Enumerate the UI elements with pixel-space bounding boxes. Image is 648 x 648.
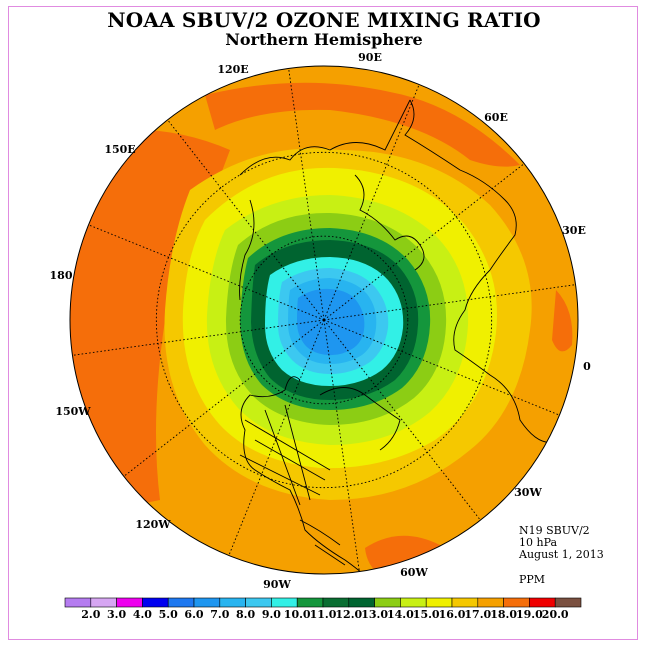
coast-chukotka bbox=[239, 199, 255, 301]
latitude-circle bbox=[239, 235, 409, 405]
colorbar-tick-label: 4.0 bbox=[133, 608, 152, 621]
plot-frame bbox=[8, 6, 638, 640]
colorbar-tick-label: 16.0 bbox=[439, 608, 466, 621]
colorbar-swatch bbox=[90, 597, 117, 608]
coast-europe-africa bbox=[453, 269, 561, 443]
coast-siberia bbox=[354, 174, 425, 271]
units-label: PPM bbox=[519, 573, 546, 586]
colorbar-swatch bbox=[503, 597, 530, 608]
colorbar-swatch bbox=[477, 597, 504, 608]
colorbar-swatch bbox=[348, 597, 375, 608]
colorbar-swatch bbox=[245, 597, 272, 608]
page-title: NOAA SBUV/2 OZONE MIXING RATIO bbox=[107, 8, 541, 32]
meridian-line bbox=[323, 84, 420, 321]
colorbar-tick-label: 17.0 bbox=[464, 608, 491, 621]
colorbar-tick-label: 5.0 bbox=[159, 608, 178, 621]
lon-label-60w: 60W bbox=[400, 566, 428, 579]
lon-label-60e: 60E bbox=[484, 111, 508, 124]
latitude-circle bbox=[155, 151, 493, 489]
meridian-line bbox=[72, 319, 325, 356]
meridian-line bbox=[323, 319, 481, 521]
colorbar-tick-label: 12.0 bbox=[335, 608, 362, 621]
meridian-line bbox=[167, 119, 325, 321]
coast-greenland bbox=[319, 387, 401, 451]
colorbar-swatch bbox=[167, 597, 195, 608]
colorbar-tick-label: 3.0 bbox=[107, 608, 126, 621]
colorbar-tick-label: 2.0 bbox=[81, 608, 100, 621]
band-6-7 bbox=[297, 288, 365, 356]
colorbar-swatch bbox=[219, 597, 246, 608]
meridian-line bbox=[323, 284, 576, 321]
lon-label-150w: 150W bbox=[55, 405, 91, 418]
lon-label-90e: 90E bbox=[358, 51, 382, 64]
meridian-line bbox=[228, 319, 325, 556]
colorbar-swatch bbox=[271, 597, 298, 608]
colorbar-swatch bbox=[529, 597, 556, 608]
map-boundary bbox=[69, 65, 579, 575]
colorbar-tick-label: 9.0 bbox=[262, 608, 281, 621]
colorbar-swatch bbox=[554, 597, 582, 608]
info-block: N19 SBUV/2 10 hPa August 1, 2013 bbox=[519, 525, 604, 561]
colorbar-tick-label: 7.0 bbox=[210, 608, 229, 621]
colorbar-tick-label: 15.0 bbox=[413, 608, 440, 621]
pressure-level: 10 hPa bbox=[519, 536, 558, 549]
colorbar-tick-label: 8.0 bbox=[236, 608, 255, 621]
lon-label-180: 180 bbox=[50, 269, 73, 282]
lon-label-150e: 150E bbox=[104, 143, 135, 156]
lon-label-90w: 90W bbox=[263, 578, 291, 591]
ozone-field bbox=[70, 66, 578, 574]
colorbar-swatch bbox=[400, 597, 427, 608]
band-17-18-north bbox=[205, 82, 520, 167]
colorbar-tick-label: 20.0 bbox=[542, 608, 569, 621]
meridian-line bbox=[323, 163, 525, 321]
satellite-label: N19 SBUV/2 bbox=[519, 524, 590, 537]
meridian-line bbox=[323, 319, 360, 572]
colorbar-swatch bbox=[451, 597, 479, 608]
colorbar-tick-label: 10.0 bbox=[284, 608, 311, 621]
colorbar-swatch bbox=[142, 597, 169, 608]
colorbar-swatch bbox=[296, 597, 324, 608]
colorbar-tick-label: 19.0 bbox=[516, 608, 543, 621]
colorbar-tick-label: 14.0 bbox=[387, 608, 414, 621]
colorbar-tick-label: 18.0 bbox=[490, 608, 517, 621]
graticule bbox=[72, 68, 576, 572]
band-17-18-east bbox=[552, 290, 573, 352]
meridian-line bbox=[123, 319, 325, 477]
colorbar-swatch bbox=[322, 597, 350, 608]
coast-caribbean bbox=[299, 519, 346, 566]
colorbar-tick-label: 11.0 bbox=[310, 608, 337, 621]
colorbar-swatch bbox=[425, 597, 453, 608]
meridian-line bbox=[88, 224, 325, 321]
coast-north-america bbox=[240, 376, 386, 574]
meridian-line bbox=[288, 68, 325, 321]
lon-label-30w: 30W bbox=[514, 486, 542, 499]
date-label: August 1, 2013 bbox=[519, 548, 604, 561]
lon-label-120e: 120E bbox=[217, 63, 248, 76]
colorbar-tick-label: 6.0 bbox=[184, 608, 203, 621]
colorbar: 2.0 3.0 4.0 5.0 6.0 7.0 8.0 9.0 10.0 11.0 12.0 13.0… bbox=[64, 597, 582, 621]
page-subtitle: Northern Hemisphere bbox=[225, 30, 423, 49]
colorbar-swatch bbox=[374, 597, 401, 608]
colorbar-tick-label: 13.0 bbox=[361, 608, 388, 621]
lon-label-120w: 120W bbox=[135, 518, 171, 531]
meridian-line bbox=[323, 319, 560, 416]
colorbar-swatch bbox=[64, 597, 92, 608]
colorbar-swatch bbox=[193, 597, 221, 608]
lon-label-30e: 30E bbox=[562, 224, 586, 237]
coastlines bbox=[239, 99, 561, 574]
colorbar-swatch bbox=[116, 597, 143, 608]
lon-label-0: 0 bbox=[583, 360, 591, 373]
us-state-lines bbox=[239, 404, 331, 506]
coast-eurasia-north bbox=[239, 99, 517, 271]
